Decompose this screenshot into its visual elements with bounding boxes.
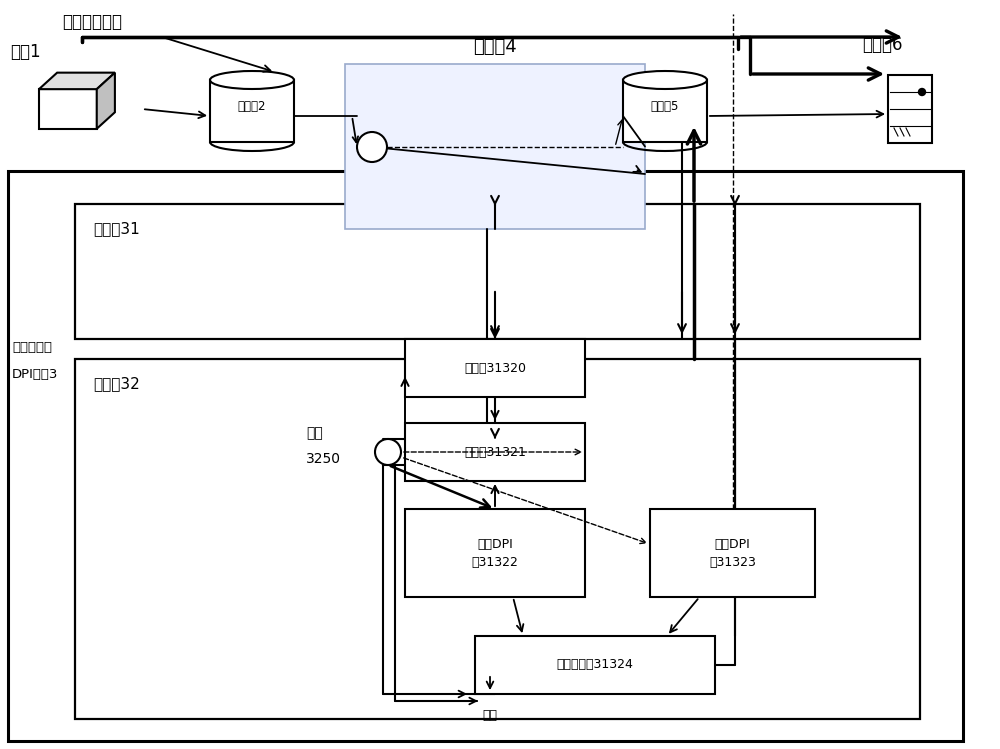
Text: 识别模31320: 识别模31320 (464, 362, 526, 374)
Text: 业务杳32: 业务杳32 (93, 376, 140, 391)
Text: 光分利4: 光分利4 (473, 38, 517, 56)
Bar (75, 204, 920, 339)
Polygon shape (39, 89, 97, 129)
Text: 开关: 开关 (306, 426, 323, 440)
Text: 业务数据流向: 业务数据流向 (62, 13, 122, 31)
Bar (405, 339, 585, 397)
Text: 路由刨2: 路由刨2 (238, 100, 266, 114)
Bar (650, 509, 815, 597)
Text: 3250: 3250 (306, 452, 341, 466)
Text: 主机1: 主机1 (10, 43, 41, 61)
Circle shape (357, 132, 387, 162)
Text: 串联DPI
模31322: 串联DPI 模31322 (472, 538, 518, 568)
Text: 丢弃: 丢弃 (483, 709, 498, 722)
Circle shape (918, 88, 926, 96)
Polygon shape (97, 73, 115, 129)
Bar (405, 423, 585, 481)
Ellipse shape (210, 71, 294, 89)
Bar (210, 80, 294, 142)
Text: 策略处理模31324: 策略处理模31324 (557, 658, 633, 672)
Bar (345, 64, 645, 229)
Bar (405, 509, 585, 597)
Bar (623, 80, 707, 142)
Bar (888, 75, 932, 143)
Text: 路由刨5: 路由刨5 (651, 100, 679, 114)
Circle shape (375, 439, 401, 465)
Text: DPI设切3: DPI设切3 (12, 368, 58, 381)
Bar (475, 636, 715, 694)
Text: 接口杳31: 接口杳31 (93, 221, 140, 236)
Ellipse shape (623, 71, 707, 89)
Bar (75, 359, 920, 719)
Polygon shape (39, 73, 115, 89)
Text: 并联DPI
模31323: 并联DPI 模31323 (709, 538, 756, 568)
Bar (8, 171, 963, 741)
Text: 深度包检测: 深度包检测 (12, 341, 52, 354)
Text: 统计模31321: 统计模31321 (464, 446, 526, 458)
Text: 服务剖6: 服务剖6 (862, 36, 902, 54)
